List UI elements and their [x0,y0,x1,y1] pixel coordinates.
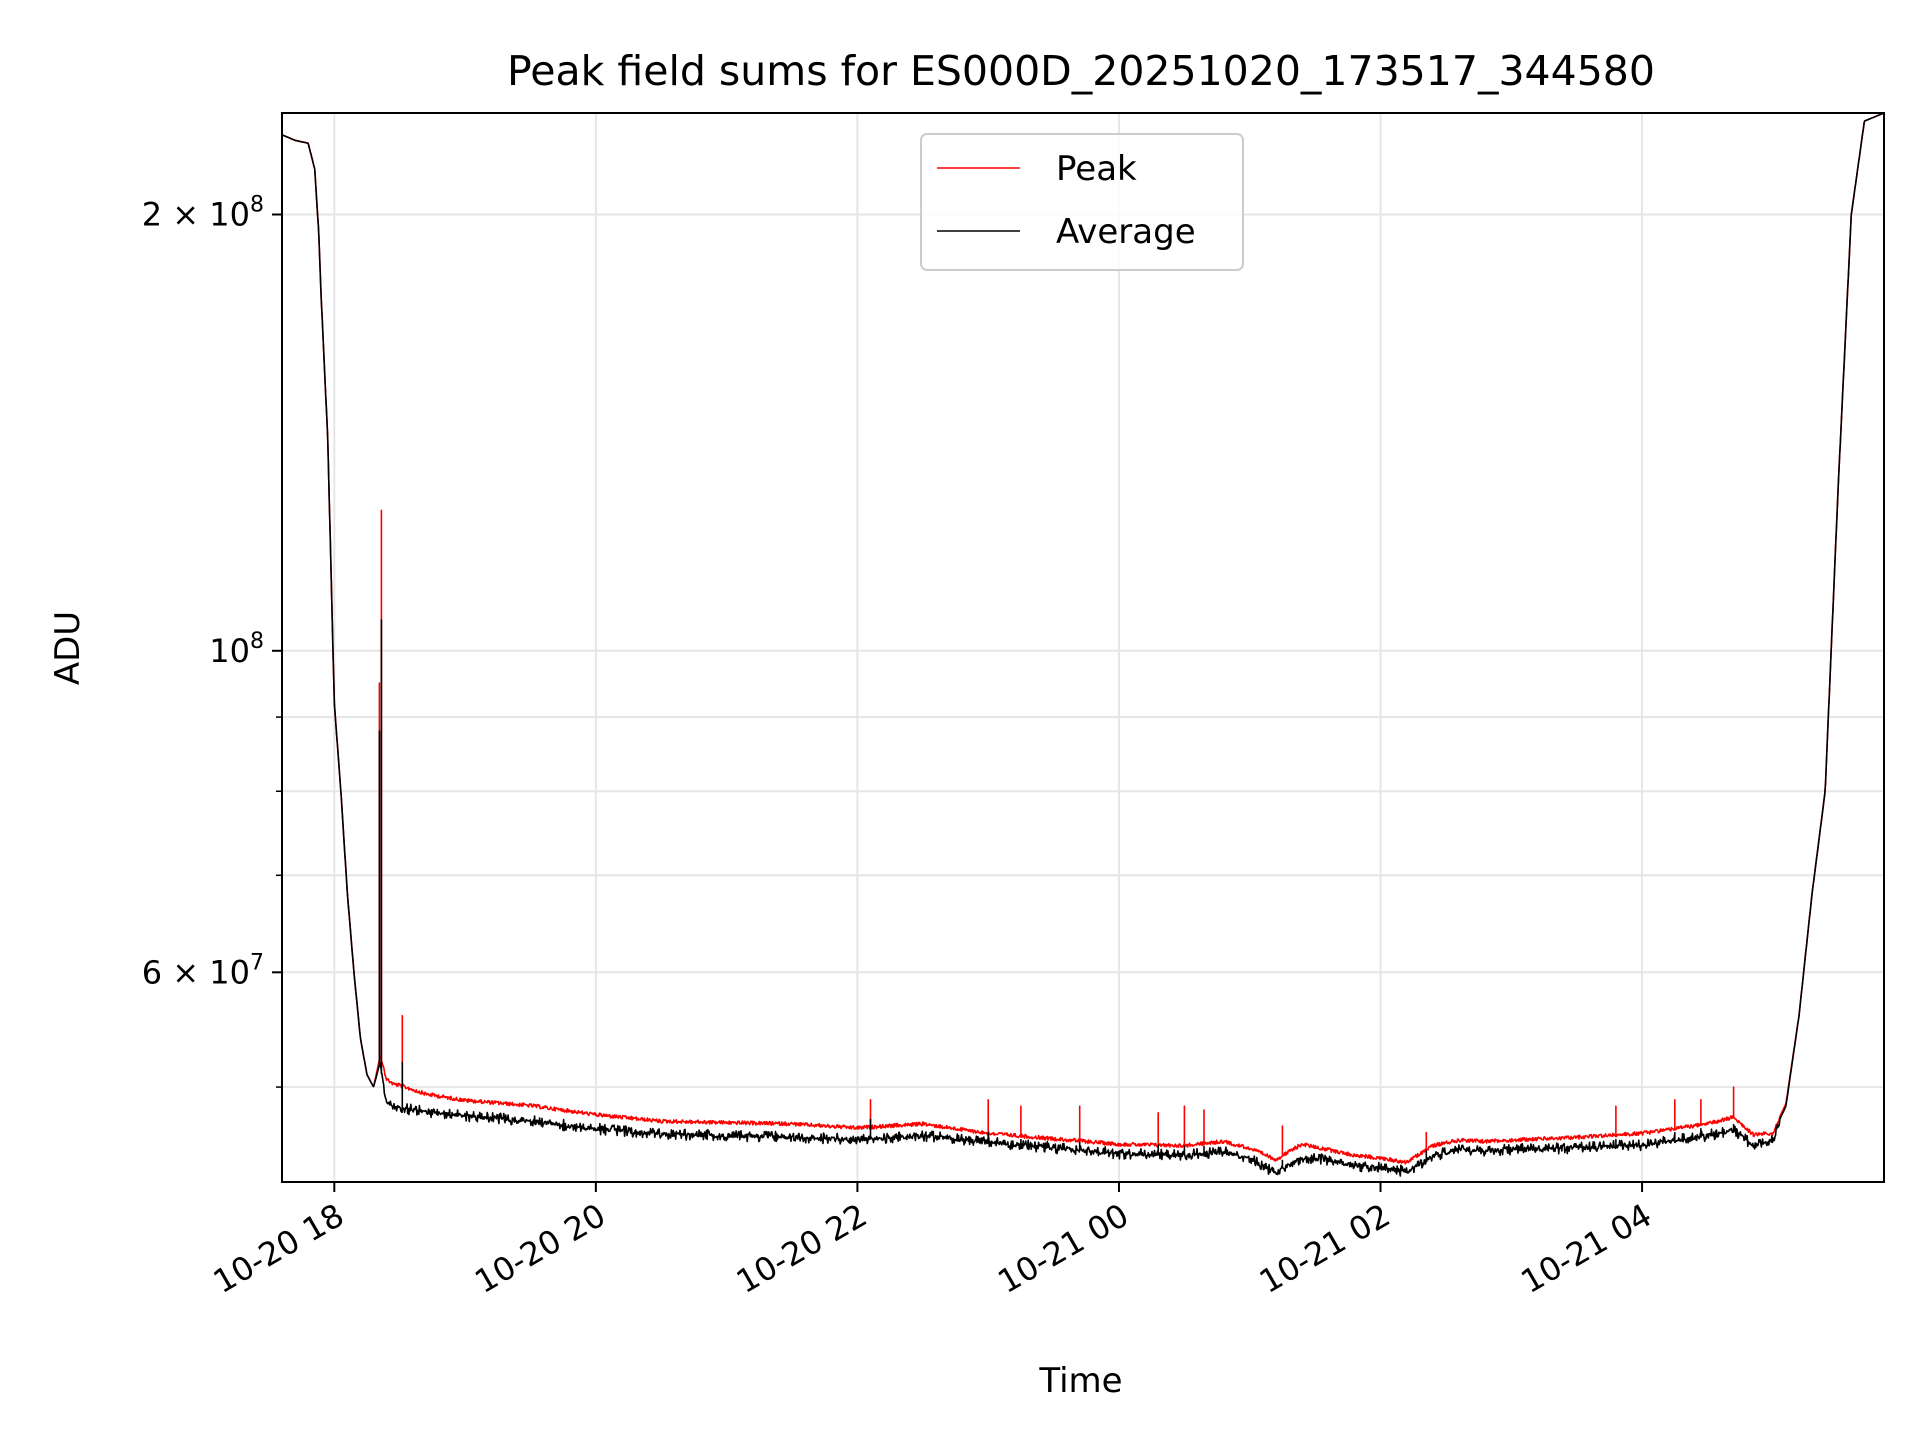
plot-frame [281,112,1885,1183]
legend-label-peak: Peak [1056,149,1137,189]
legend-label-average: Average [1056,212,1196,252]
legend: Peak Average [920,133,1244,271]
grid [282,113,1884,1182]
series-line-average [281,112,1885,1177]
plot-lines [281,112,1885,1177]
x-axis-title: Time [1038,1361,1122,1401]
series-line-peak [281,112,1885,1165]
y-axis-title: ADU [48,611,88,685]
chart-title: Peak field sums for ES000D_20251020_1735… [507,47,1655,95]
y-axis: 6 × 107 108 2 × 108 [142,193,282,1088]
y-tick-label: 2 × 108 [142,193,264,234]
y-tick-label: 108 [209,629,264,670]
y-tick-label: 6 × 107 [142,950,264,991]
